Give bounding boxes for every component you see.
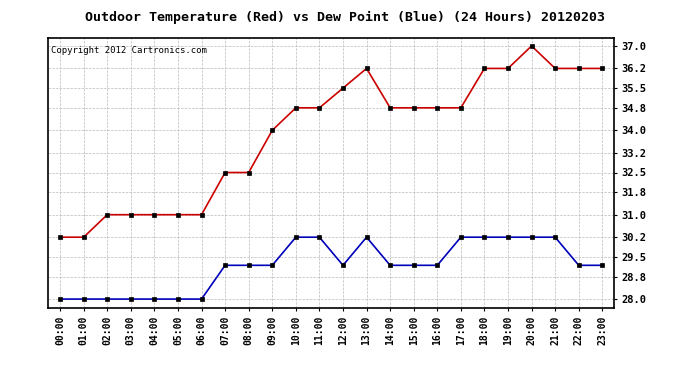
Text: Copyright 2012 Cartronics.com: Copyright 2012 Cartronics.com [51, 46, 207, 55]
Text: Outdoor Temperature (Red) vs Dew Point (Blue) (24 Hours) 20120203: Outdoor Temperature (Red) vs Dew Point (… [85, 11, 605, 24]
